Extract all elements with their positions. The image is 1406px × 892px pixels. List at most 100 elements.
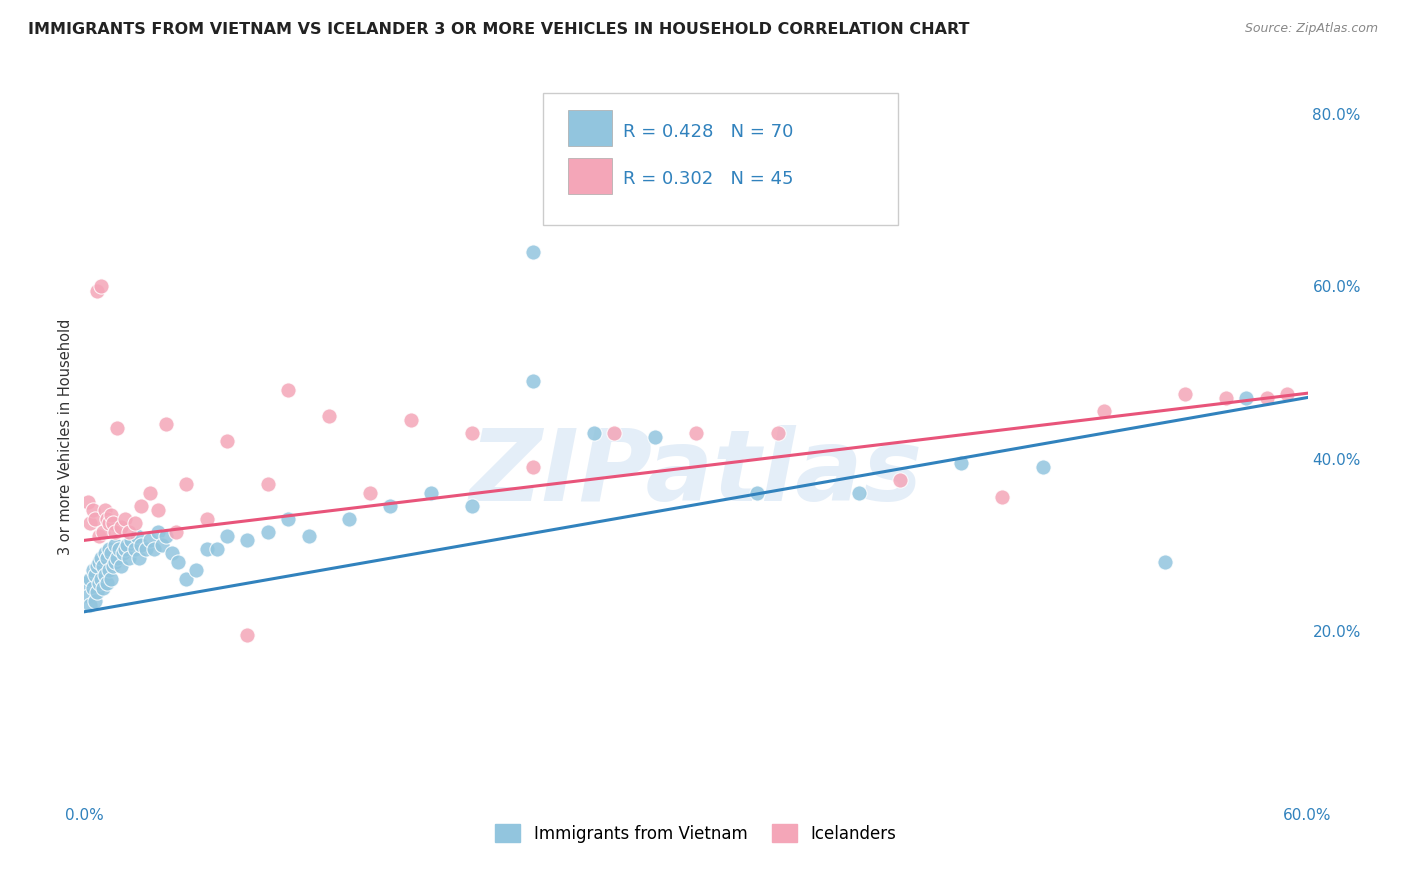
Point xyxy=(100,572,122,586)
Point xyxy=(105,421,128,435)
Point xyxy=(86,559,108,574)
Point xyxy=(91,559,114,574)
Point xyxy=(138,486,160,500)
Point xyxy=(86,284,108,298)
Point xyxy=(160,546,183,560)
Point xyxy=(82,503,104,517)
Point xyxy=(155,529,177,543)
Point xyxy=(217,529,239,543)
Point xyxy=(131,538,153,552)
Point xyxy=(522,374,544,388)
Point xyxy=(339,512,361,526)
Point xyxy=(87,576,110,591)
Point xyxy=(1174,387,1197,401)
Point xyxy=(118,524,141,539)
Point xyxy=(1215,392,1237,406)
Text: R = 0.302   N = 45: R = 0.302 N = 45 xyxy=(623,170,793,188)
Point xyxy=(110,520,132,534)
Point xyxy=(83,512,105,526)
Point xyxy=(124,516,146,530)
FancyBboxPatch shape xyxy=(568,158,612,194)
Point xyxy=(97,541,120,556)
Text: R = 0.428   N = 70: R = 0.428 N = 70 xyxy=(623,122,793,141)
Point xyxy=(101,516,124,530)
Point xyxy=(77,589,100,603)
Point xyxy=(104,538,127,552)
Point xyxy=(644,430,666,444)
Point xyxy=(77,494,100,508)
FancyBboxPatch shape xyxy=(543,94,898,225)
Point xyxy=(135,541,157,556)
Point xyxy=(114,541,136,556)
Point xyxy=(359,486,381,500)
Point xyxy=(146,524,169,539)
Point xyxy=(461,499,484,513)
Point xyxy=(124,541,146,556)
Legend: Immigrants from Vietnam, Icelanders: Immigrants from Vietnam, Icelanders xyxy=(489,818,903,849)
Point xyxy=(186,564,208,578)
Point xyxy=(93,546,115,560)
Point xyxy=(104,524,127,539)
Point xyxy=(461,425,484,440)
Point xyxy=(93,567,115,582)
Point xyxy=(522,460,544,475)
Point xyxy=(91,524,114,539)
Point xyxy=(97,516,120,530)
Point xyxy=(79,598,101,612)
Point xyxy=(90,279,112,293)
Point xyxy=(82,564,104,578)
Point xyxy=(1236,392,1258,406)
Point xyxy=(120,533,142,548)
Point xyxy=(90,550,112,565)
FancyBboxPatch shape xyxy=(568,110,612,146)
Point xyxy=(318,409,340,423)
Text: ZIPatlas: ZIPatlas xyxy=(470,425,922,522)
Point xyxy=(747,486,769,500)
Point xyxy=(101,559,124,574)
Point xyxy=(195,512,218,526)
Point xyxy=(83,593,105,607)
Point xyxy=(1154,555,1177,569)
Point xyxy=(96,576,118,591)
Point xyxy=(100,508,122,522)
Point xyxy=(277,383,299,397)
Point xyxy=(298,529,321,543)
Point xyxy=(83,567,105,582)
Point xyxy=(93,503,115,517)
Point xyxy=(167,555,190,569)
Point xyxy=(380,499,402,513)
Point xyxy=(118,550,141,565)
Point xyxy=(75,576,97,591)
Point xyxy=(420,486,443,500)
Point xyxy=(583,425,606,440)
Point xyxy=(115,538,138,552)
Point xyxy=(277,512,299,526)
Point xyxy=(96,550,118,565)
Point xyxy=(522,245,544,260)
Point xyxy=(195,541,218,556)
Point xyxy=(236,628,259,642)
Point xyxy=(96,512,118,526)
Point xyxy=(766,425,789,440)
Point xyxy=(110,559,132,574)
Point xyxy=(217,434,239,449)
Point xyxy=(848,486,870,500)
Point xyxy=(205,541,228,556)
Point xyxy=(142,541,165,556)
Point xyxy=(257,477,280,491)
Point xyxy=(90,572,112,586)
Point xyxy=(128,550,150,565)
Point xyxy=(399,413,422,427)
Point xyxy=(87,555,110,569)
Point xyxy=(87,529,110,543)
Point xyxy=(257,524,280,539)
Point xyxy=(1277,387,1299,401)
Text: IMMIGRANTS FROM VIETNAM VS ICELANDER 3 OR MORE VEHICLES IN HOUSEHOLD CORRELATION: IMMIGRANTS FROM VIETNAM VS ICELANDER 3 O… xyxy=(28,22,970,37)
Point xyxy=(112,546,135,560)
Point xyxy=(685,425,707,440)
Point xyxy=(79,516,101,530)
Point xyxy=(603,425,626,440)
Point xyxy=(150,538,173,552)
Text: Source: ZipAtlas.com: Source: ZipAtlas.com xyxy=(1244,22,1378,36)
Point xyxy=(165,524,187,539)
